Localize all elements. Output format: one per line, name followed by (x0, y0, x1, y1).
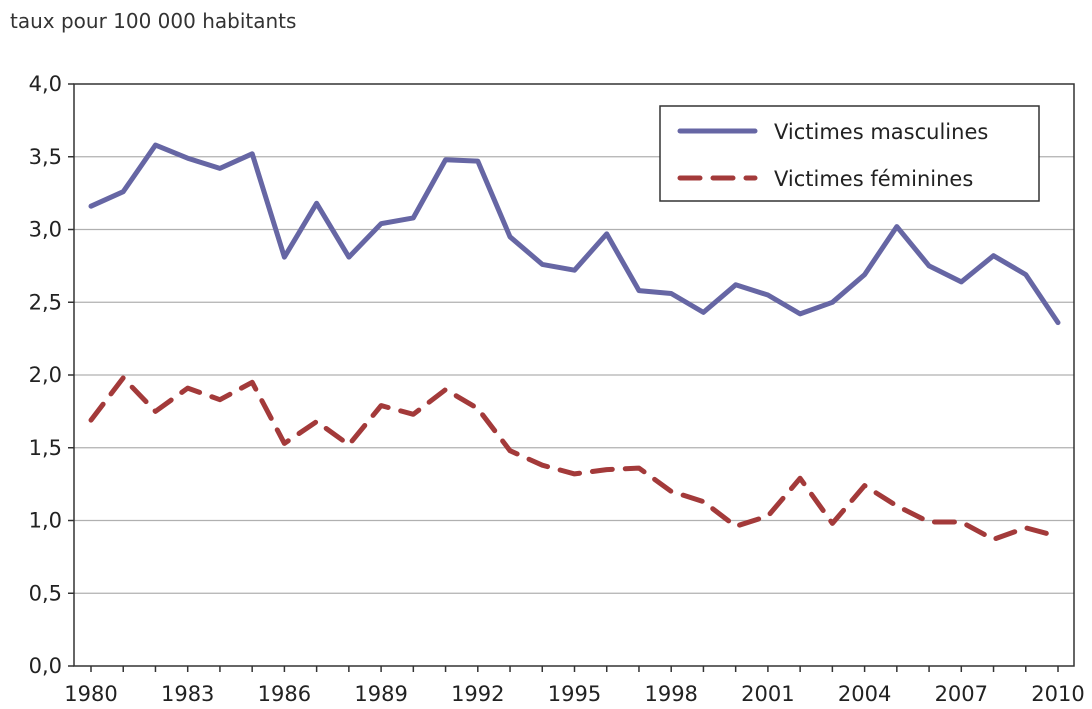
x-tick-label: 2010 (1031, 682, 1084, 706)
legend-label-masculines: Victimes masculines (774, 120, 988, 144)
y-tick-label: 0,0 (29, 654, 62, 678)
y-tick-label: 2,0 (29, 363, 62, 387)
x-tick-label: 2001 (741, 682, 794, 706)
x-tick-label: 2004 (838, 682, 891, 706)
y-axis-label: taux pour 100 000 habitants (10, 9, 296, 33)
x-tick-label: 1989 (354, 682, 407, 706)
x-tick-label: 1998 (644, 682, 697, 706)
y-tick-label: 4,0 (29, 72, 62, 96)
x-axis-ticks: 1980 1983 1986 1989 1992 1995 1998 2001 2004 2007… (64, 666, 1085, 706)
y-tick-label: 3,0 (29, 218, 62, 242)
y-tick-label: 3,5 (29, 145, 62, 169)
legend: Victimes masculines Victimes féminines (659, 105, 1040, 202)
x-tick-label: 1980 (64, 682, 117, 706)
x-tick-label: 1992 (451, 682, 504, 706)
x-tick-label: 1986 (258, 682, 311, 706)
series-line-feminines (88, 375, 1061, 542)
series-line-masculines (88, 142, 1061, 326)
legend-label-feminines: Victimes féminines (774, 167, 973, 191)
series-lines (88, 142, 1061, 542)
x-tick-label: 2007 (935, 682, 988, 706)
y-tick-label: 0,5 (29, 581, 62, 605)
x-tick-label: 1995 (548, 682, 601, 706)
y-tick-label: 1,0 (29, 509, 62, 533)
x-tick-label: 1983 (161, 682, 214, 706)
plot-frame (73, 83, 1075, 667)
legend-box (659, 105, 1040, 202)
grid-lines (74, 156, 1074, 594)
y-tick-label: 2,5 (29, 290, 62, 314)
y-axis-ticks: 0,0 0,5 1,0 1,5 2,0 2,5 3,0 3,5 4,0 (29, 72, 74, 678)
y-tick-label: 1,5 (29, 436, 62, 460)
